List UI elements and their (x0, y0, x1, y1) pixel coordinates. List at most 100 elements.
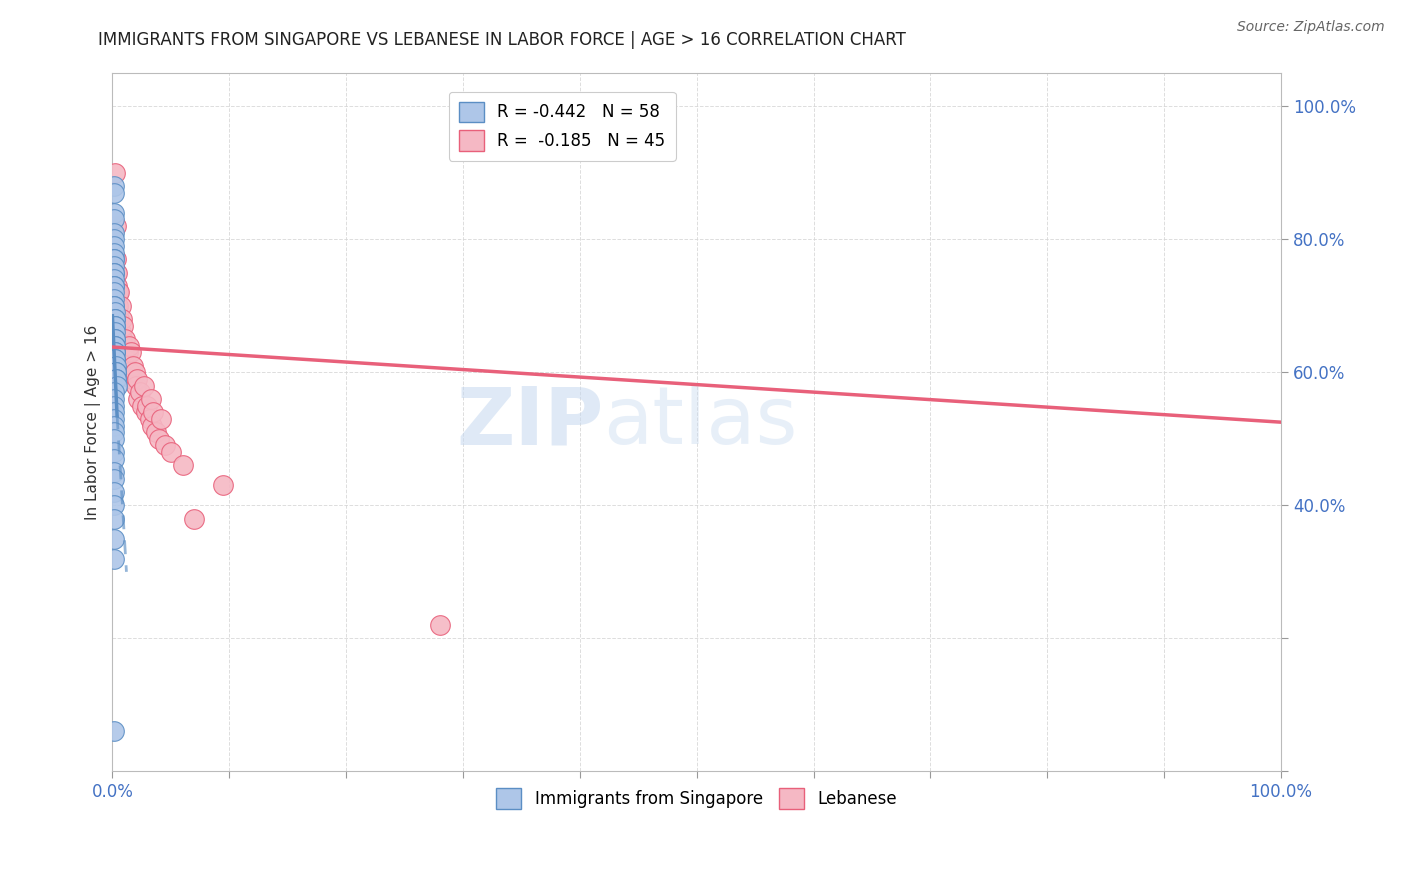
Point (104, 339, 127, 353)
Point (105, 278, 128, 293)
Point (114, 332, 136, 346)
Point (104, 345, 127, 359)
Point (111, 312, 134, 326)
Point (104, 326, 127, 340)
Point (183, 511, 205, 525)
Point (103, 212, 125, 227)
Point (103, 392, 125, 406)
Point (103, 511, 125, 525)
Point (160, 445, 183, 459)
Point (104, 365, 127, 379)
Point (121, 372, 143, 386)
Point (103, 278, 125, 293)
Point (108, 285, 131, 300)
Point (104, 318, 127, 333)
Point (103, 412, 125, 426)
Point (103, 451, 125, 466)
Point (103, 226, 125, 240)
Point (124, 365, 146, 379)
Point (104, 332, 127, 346)
Point (104, 351, 127, 366)
Text: atlas: atlas (603, 384, 797, 461)
Point (104, 312, 127, 326)
Point (103, 278, 125, 293)
Point (104, 219, 127, 233)
Point (111, 332, 134, 346)
Point (103, 266, 125, 280)
Point (122, 359, 145, 373)
Point (117, 345, 139, 359)
Point (118, 365, 141, 379)
Text: Source: ZipAtlas.com: Source: ZipAtlas.com (1237, 20, 1385, 34)
Y-axis label: In Labor Force | Age > 16: In Labor Force | Age > 16 (86, 325, 101, 520)
Point (111, 318, 134, 333)
Point (103, 472, 125, 486)
Point (136, 399, 159, 413)
Point (129, 385, 152, 400)
Point (120, 345, 142, 359)
Point (104, 318, 127, 333)
Point (103, 405, 125, 419)
Point (105, 378, 128, 392)
Point (104, 351, 127, 366)
Point (125, 372, 148, 386)
Point (103, 299, 125, 313)
Point (103, 465, 125, 479)
Point (108, 312, 131, 326)
Point (212, 478, 235, 492)
Point (127, 392, 149, 406)
Point (112, 345, 135, 359)
Point (103, 259, 125, 273)
Point (103, 445, 125, 459)
Point (103, 266, 125, 280)
Point (142, 405, 165, 419)
Point (107, 299, 129, 313)
Point (103, 399, 125, 413)
Point (103, 485, 125, 500)
Point (153, 438, 176, 452)
Point (172, 458, 194, 473)
Point (103, 239, 125, 253)
Text: ZIP: ZIP (456, 384, 603, 461)
Point (104, 359, 127, 373)
Point (104, 332, 127, 346)
Point (150, 412, 173, 426)
Point (103, 299, 125, 313)
Point (148, 432, 170, 446)
Point (110, 299, 132, 313)
Point (104, 372, 127, 386)
Point (103, 285, 125, 300)
Point (103, 425, 125, 439)
Point (104, 345, 127, 359)
Point (132, 378, 155, 392)
Point (103, 186, 125, 200)
Point (103, 245, 125, 260)
Point (104, 339, 127, 353)
Point (115, 351, 138, 366)
Point (103, 205, 125, 219)
Point (139, 412, 162, 426)
Point (103, 272, 125, 286)
Point (103, 179, 125, 194)
Point (125, 378, 148, 392)
Point (103, 532, 125, 546)
Point (104, 166, 127, 180)
Point (118, 339, 141, 353)
Point (107, 285, 129, 300)
Point (103, 418, 125, 433)
Point (139, 392, 162, 406)
Point (103, 724, 125, 739)
Point (104, 305, 127, 319)
Point (104, 372, 127, 386)
Point (145, 425, 167, 439)
Point (104, 365, 127, 379)
Point (131, 399, 153, 413)
Point (104, 312, 127, 326)
Point (429, 618, 451, 632)
Point (105, 266, 128, 280)
Text: IMMIGRANTS FROM SINGAPORE VS LEBANESE IN LABOR FORCE | AGE > 16 CORRELATION CHAR: IMMIGRANTS FROM SINGAPORE VS LEBANESE IN… (98, 31, 907, 49)
Point (103, 499, 125, 513)
Point (104, 252, 127, 267)
Point (103, 432, 125, 446)
Point (141, 418, 163, 433)
